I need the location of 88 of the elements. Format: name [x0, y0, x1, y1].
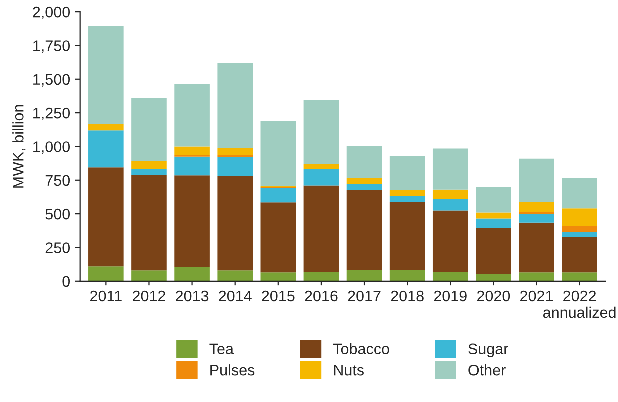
y-tick-label: 1,000: [34, 142, 70, 154]
legend-label: Tobacco: [333, 343, 390, 355]
y-tick-label: 1,250: [34, 108, 70, 121]
bar: [519, 202, 554, 212]
legend-label: Tea: [210, 344, 234, 355]
bar: [390, 156, 426, 190]
bar: [346, 146, 382, 178]
x-tick-label: 2013: [176, 290, 209, 302]
bar: [218, 155, 253, 158]
bar: [390, 202, 426, 270]
y-tick-label: 1,750: [34, 40, 70, 54]
bar: [562, 232, 598, 237]
bar: [304, 272, 340, 282]
bar: [562, 208, 598, 226]
bar: [174, 84, 210, 147]
bar: [260, 202, 296, 273]
bar: [218, 270, 253, 282]
y-tick-label: 750: [46, 175, 70, 186]
bar: [346, 178, 382, 184]
bar: [390, 196, 426, 202]
bar: [88, 130, 124, 168]
bar: [132, 175, 167, 271]
x-tick-label: 2021: [520, 290, 553, 302]
bar: [260, 188, 296, 203]
bar: [174, 146, 210, 156]
bar: [346, 184, 382, 190]
bar: [562, 178, 598, 209]
bar: [432, 272, 468, 282]
bar: [132, 98, 167, 162]
x-tick-label: 2018: [391, 290, 424, 302]
bar: [476, 212, 512, 219]
y-tick-label: 250: [46, 242, 70, 254]
y-tick-label: 0: [62, 276, 70, 288]
bar: [346, 270, 382, 282]
y-axis-title: MWK, billion: [12, 105, 26, 188]
bar: [304, 100, 340, 164]
bar: [390, 190, 426, 197]
bar: [432, 210, 468, 272]
bar: [519, 214, 554, 223]
legend-label: Pulses: [210, 364, 255, 376]
bar: [218, 148, 253, 156]
bar: [218, 158, 253, 176]
bar: [519, 272, 554, 282]
bar: [346, 190, 382, 270]
x-tick-label: 2012: [133, 290, 166, 302]
bar: [88, 124, 124, 131]
x-tick-label: 2017: [348, 290, 381, 302]
bar: [88, 168, 124, 267]
legend-label: Sugar: [468, 344, 508, 358]
bar: [218, 176, 253, 271]
bar: [132, 270, 167, 282]
bar: [132, 168, 167, 176]
bar: [519, 222, 554, 273]
bar: [174, 267, 210, 282]
bar: [260, 121, 296, 186]
bar: [218, 63, 253, 148]
bar: [432, 148, 468, 190]
legend-label: Other: [468, 364, 506, 376]
bar: [562, 272, 598, 282]
bar: [476, 187, 512, 213]
bar: [562, 226, 598, 232]
bar: [304, 168, 340, 186]
bar: [432, 190, 468, 200]
y-tick-label: 1,500: [34, 74, 70, 87]
y-tick-label: 500: [46, 208, 70, 220]
bar: [519, 158, 554, 202]
x-tick-label: 2011: [90, 290, 122, 302]
x-tick-label: 2019: [434, 290, 467, 302]
bar: [174, 156, 210, 176]
bar: [476, 218, 512, 228]
bar: [132, 162, 167, 169]
x-tick-label: 2020: [477, 290, 510, 302]
bar: [88, 266, 124, 282]
bar: [304, 186, 340, 272]
bar: [88, 26, 124, 125]
bar: [304, 164, 340, 169]
legend-label: Nuts: [334, 365, 364, 376]
bar: [174, 176, 210, 268]
bar: [476, 228, 512, 274]
x-tick-label: 2014: [219, 290, 252, 302]
bar: [432, 199, 468, 211]
x-tick-label: 2016: [305, 290, 338, 302]
bar: [562, 236, 598, 273]
y-tick-label: 2,000: [33, 6, 70, 20]
x-tick-label: 2015: [262, 290, 295, 302]
bar: [260, 272, 296, 282]
bar: [476, 274, 512, 282]
bar: [390, 270, 426, 282]
